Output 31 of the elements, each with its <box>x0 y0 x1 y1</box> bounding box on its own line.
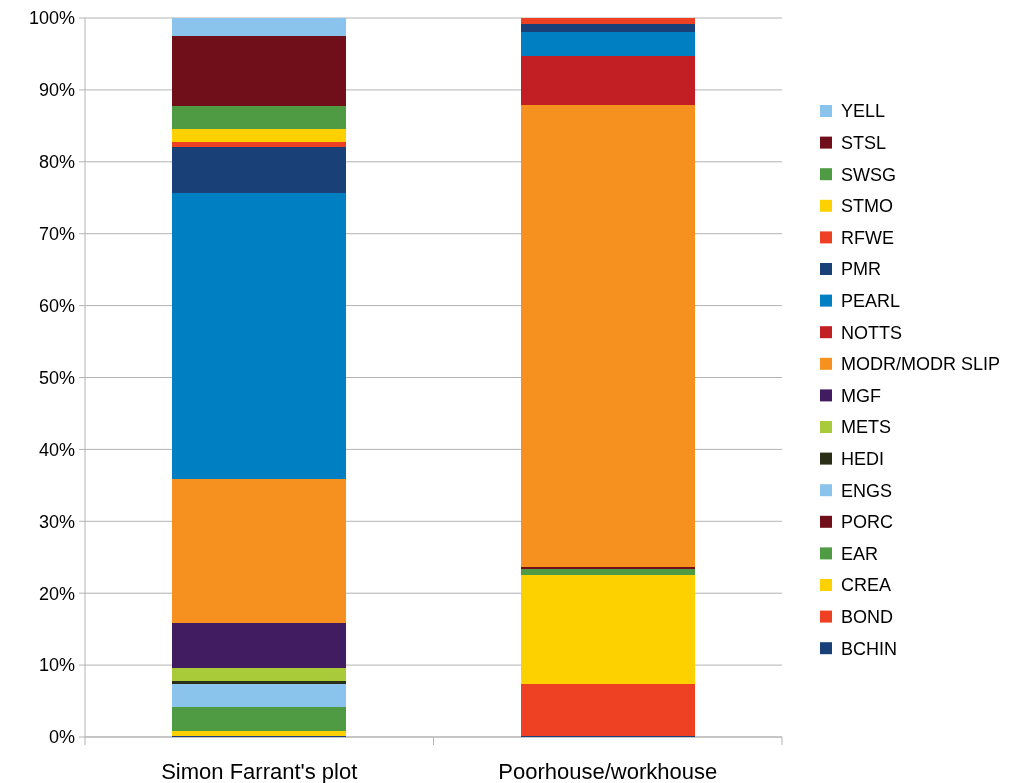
legend-label: STSL <box>841 132 887 153</box>
y-tick-label: 30% <box>38 511 75 532</box>
legend-label: PMR <box>841 259 881 280</box>
y-tick-label: 70% <box>38 224 75 244</box>
y-tick-label: 10% <box>38 655 75 676</box>
y-tick-label: 50% <box>38 367 75 388</box>
legend-label: CREA <box>841 575 892 596</box>
legend-label: METS <box>841 417 892 438</box>
legend-label: PORC <box>841 512 894 533</box>
legend-label: STMO <box>841 196 893 217</box>
y-tick-label: 40% <box>38 439 75 460</box>
legend-label: BCHIN <box>841 638 898 659</box>
x-tick-label: Poorhouse/workhouse <box>498 759 718 783</box>
y-tick-label: 20% <box>38 583 75 604</box>
legend-label: YELL <box>841 101 886 122</box>
y-tick-label: 80% <box>38 152 75 173</box>
y-tick-label: 60% <box>38 295 75 316</box>
y-tick-label: 100% <box>28 8 75 29</box>
legend-label: MGF <box>841 385 881 406</box>
legend-label: SWSG <box>841 164 897 185</box>
legend-label: HEDI <box>841 448 885 469</box>
y-tick-label: 90% <box>38 80 75 101</box>
legend-label: MODR/MODR SLIP <box>841 354 1001 375</box>
legend-label: EAR <box>841 543 879 564</box>
legend-label: BOND <box>841 606 894 627</box>
legend-label: NOTTS <box>841 322 902 343</box>
x-tick-label: Simon Farrant's plot <box>161 759 358 783</box>
legend-label: RFWE <box>841 227 894 248</box>
legend-label: PEARL <box>841 290 901 311</box>
y-tick-label: 0% <box>48 727 75 748</box>
legend-label: ENGS <box>841 480 893 501</box>
